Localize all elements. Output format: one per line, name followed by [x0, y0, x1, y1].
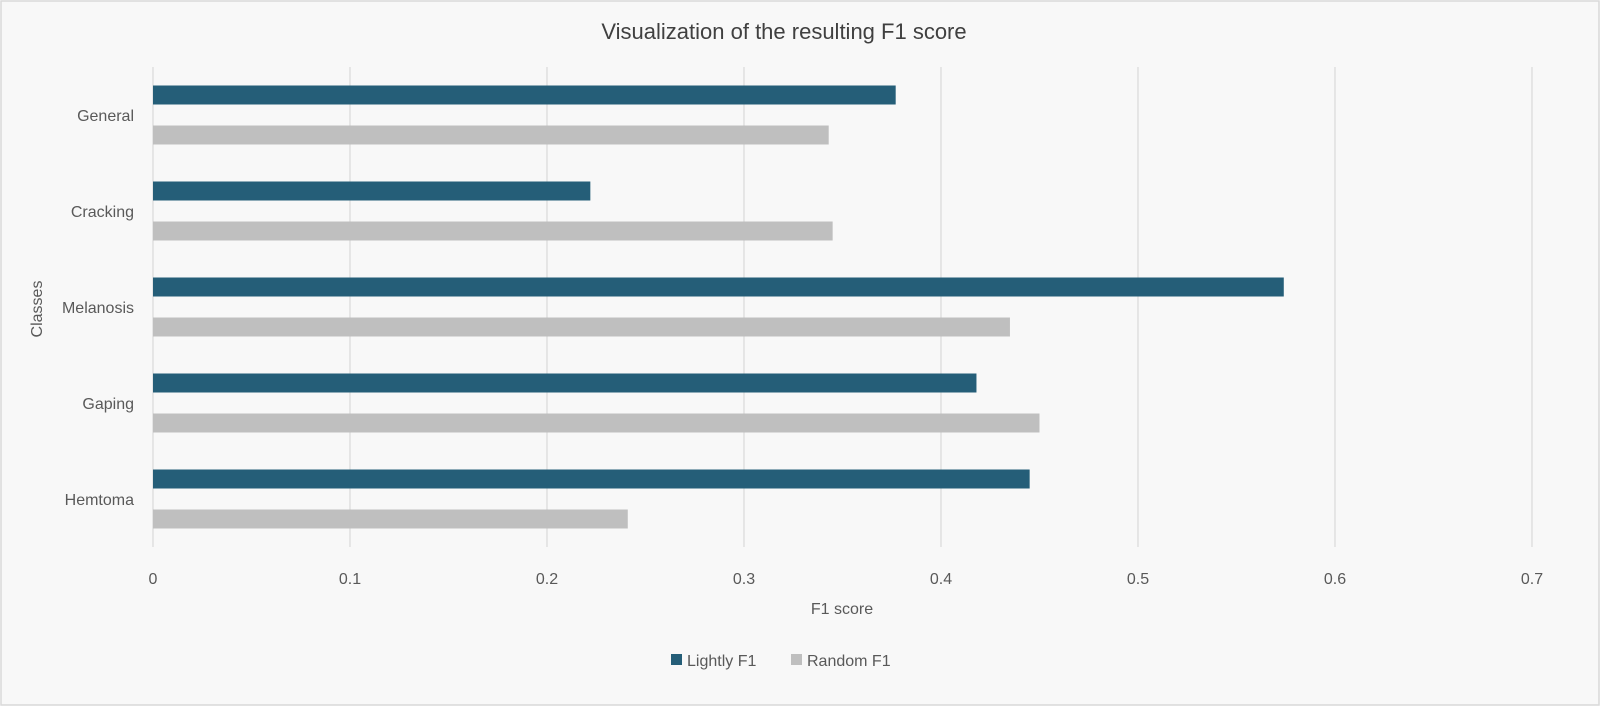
y-axis-title: Classes: [29, 281, 46, 338]
y-tick-label: Melanosis: [62, 300, 134, 317]
y-tick-label: Hemtoma: [65, 492, 134, 509]
bars: [153, 85, 1284, 529]
x-axis-title: F1 score: [811, 601, 873, 618]
legend-swatch: [791, 654, 802, 665]
bar-random-f1: [153, 221, 833, 241]
bar-random-f1: [153, 125, 829, 145]
bar-lightly-f1: [153, 373, 977, 393]
bar-lightly-f1: [153, 277, 1284, 297]
x-tick-label: 0.4: [930, 571, 952, 588]
bar-random-f1: [153, 413, 1040, 433]
y-tick-label: General: [77, 108, 134, 125]
x-tick-label: 0.7: [1521, 571, 1543, 588]
bar-random-f1: [153, 509, 628, 529]
x-tick-label: 0.3: [733, 571, 755, 588]
x-tick-label: 0.6: [1324, 571, 1346, 588]
legend: Lightly F1 Random F1: [671, 653, 891, 670]
gridlines: [152, 67, 1533, 547]
y-tick-label: Gaping: [82, 396, 134, 413]
bar-lightly-f1: [153, 181, 591, 201]
tick-labels: 0 0.1 0.2 0.3 0.4 0.5 0.6 0.7 General Cracking Mel…: [62, 108, 1543, 588]
legend-label: Lightly F1: [687, 653, 756, 670]
legend-swatch: [671, 654, 682, 665]
bar-lightly-f1: [153, 85, 896, 105]
legend-label: Random F1: [807, 653, 891, 670]
bar-random-f1: [153, 317, 1010, 337]
x-tick-label: 0.5: [1127, 571, 1149, 588]
chart-title: Visualization of the resulting F1 score: [601, 19, 966, 44]
bar-lightly-f1: [153, 469, 1030, 489]
x-tick-label: 0: [149, 571, 158, 588]
x-tick-label: 0.2: [536, 571, 558, 588]
x-tick-label: 0.1: [339, 571, 361, 588]
y-tick-label: Cracking: [71, 204, 134, 221]
